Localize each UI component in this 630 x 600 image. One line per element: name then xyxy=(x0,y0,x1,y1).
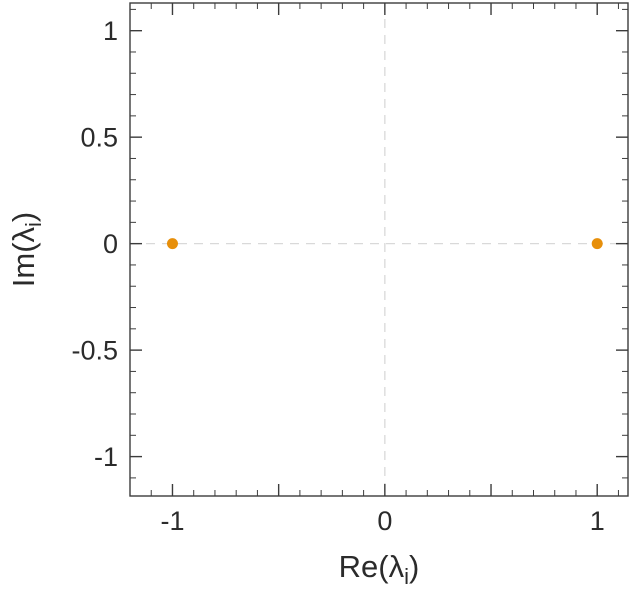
axis-label-subscript: i xyxy=(404,564,409,589)
y-axis-label: Im(λi) xyxy=(6,212,46,287)
axis-label-text: Im(λ xyxy=(6,226,41,287)
axis-label-text: Re(λ xyxy=(339,549,405,584)
axis-label-text: ) xyxy=(6,212,41,222)
y-tick-label: 0.5 xyxy=(80,123,118,153)
y-tick-label: 1 xyxy=(103,16,118,46)
y-tick-label: -0.5 xyxy=(71,336,118,366)
y-tick-label: 0 xyxy=(103,229,118,259)
axis-label-text: ) xyxy=(409,549,419,584)
y-tick-label: -1 xyxy=(94,442,118,472)
axis-label-subscript: i xyxy=(21,222,46,227)
x-tick-label: 1 xyxy=(590,506,605,536)
x-axis-label: Re(λi) xyxy=(339,549,420,589)
data-point-eigenvalues xyxy=(166,238,178,250)
x-tick-label: -1 xyxy=(160,506,184,536)
x-tick-label: 0 xyxy=(377,506,392,536)
plot-frame xyxy=(129,2,629,497)
data-point-eigenvalues xyxy=(591,238,603,250)
